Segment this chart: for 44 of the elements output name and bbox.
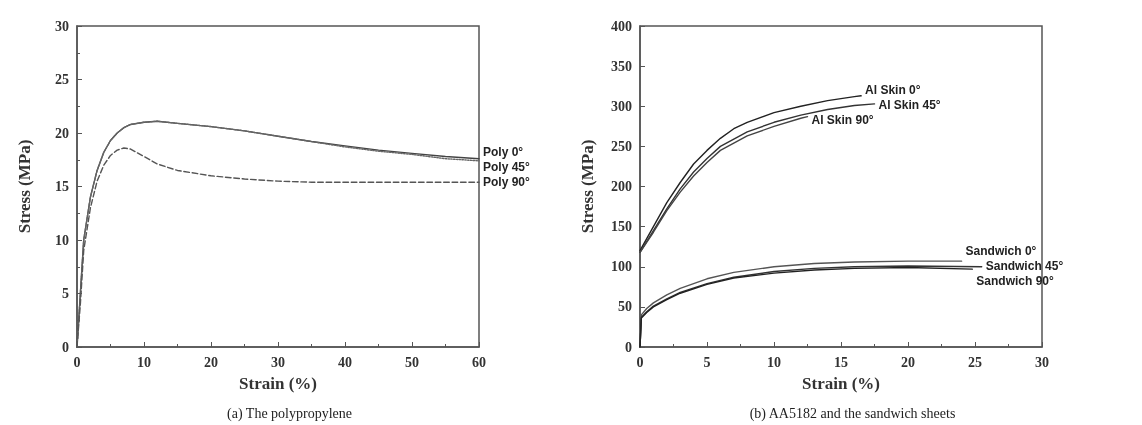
series-label: Sandwich 0° — [965, 243, 1037, 258]
x-tick-label: 25 — [968, 354, 982, 370]
x-tick-label: 30 — [1035, 354, 1049, 370]
x-tick-label: 0 — [636, 354, 644, 370]
x-axis-title: Strain (%) — [239, 374, 317, 393]
series-label: Sandwich 45° — [985, 258, 1064, 273]
series-label: Poly 90° — [483, 175, 531, 190]
y-tick-label: 300 — [611, 98, 632, 114]
x-tick-label: 40 — [338, 354, 352, 370]
series-label: Poly 45° — [483, 160, 531, 175]
y-axis-title: Stress (MPa) — [15, 139, 34, 234]
x-tick-label: 5 — [703, 354, 711, 370]
y-tick-label: 10 — [55, 232, 69, 248]
x-tick-label: 15 — [834, 354, 848, 370]
y-tick-label: 0 — [625, 339, 632, 355]
y-tick-label: 0 — [62, 339, 69, 355]
x-tick-label: 10 — [767, 354, 781, 370]
x-tick-label: 20 — [204, 354, 218, 370]
y-tick-label: 250 — [611, 138, 632, 154]
x-tick-label: 60 — [472, 354, 486, 370]
series-label: Al Skin 45° — [878, 98, 941, 113]
y-tick-label: 15 — [55, 179, 69, 194]
y-tick-label: 200 — [611, 179, 632, 194]
y-tick-label: 20 — [55, 125, 69, 141]
y-tick-label: 5 — [62, 286, 69, 301]
y-tick-label: 25 — [55, 72, 69, 87]
x-tick-label: 30 — [271, 354, 285, 370]
y-tick-label: 150 — [611, 219, 632, 235]
x-tick-label: 50 — [405, 354, 419, 370]
series-label: Al Skin 90° — [811, 113, 874, 128]
series-label: Al Skin 0° — [865, 83, 921, 98]
y-tick-label: 50 — [618, 299, 632, 315]
y-tick-label: 100 — [611, 259, 632, 275]
text: (b) AA5182 and the sandwich sheets — [749, 405, 956, 422]
x-tick-label: 0 — [73, 354, 81, 370]
text: (a) The polypropylene — [227, 405, 352, 422]
y-axis-title: Stress (MPa) — [578, 139, 597, 234]
x-axis-title: Strain (%) — [802, 374, 880, 393]
y-tick-label: 30 — [55, 18, 69, 34]
x-tick-label: 20 — [901, 354, 915, 370]
x-tick-label: 10 — [137, 354, 151, 370]
series-label: Poly 0° — [483, 145, 524, 160]
y-tick-label: 400 — [611, 18, 632, 34]
y-tick-label: 350 — [611, 58, 632, 74]
